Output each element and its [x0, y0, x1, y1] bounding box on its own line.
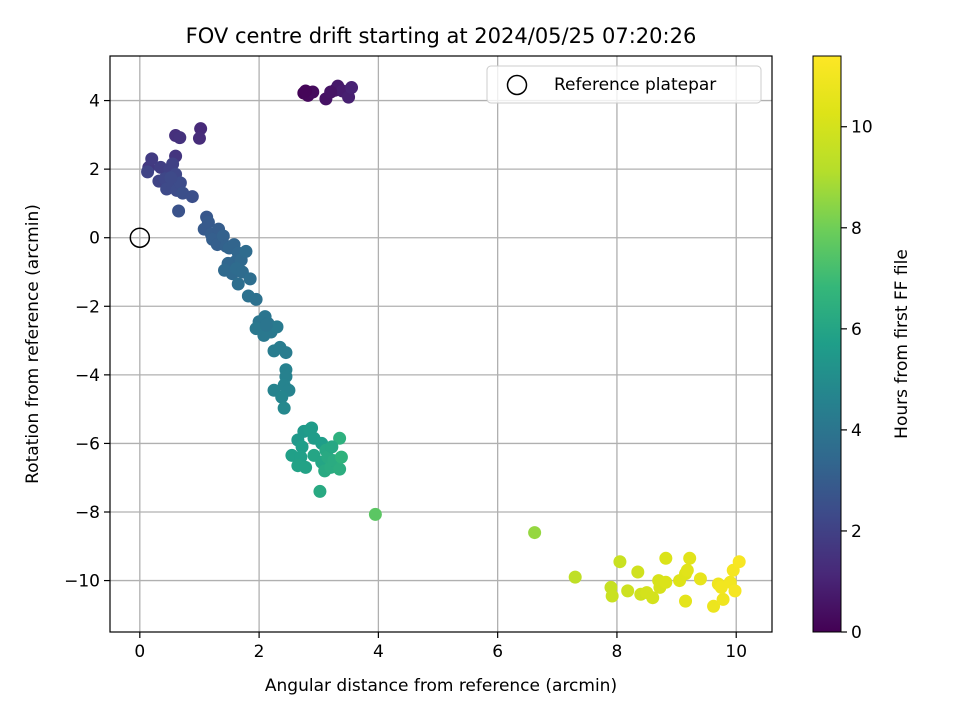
data-point — [333, 462, 347, 476]
data-point — [368, 507, 382, 521]
colorbar-tick-label: 8 — [851, 219, 862, 239]
data-point — [164, 171, 178, 185]
data-point — [568, 570, 582, 584]
plot-frame — [109, 55, 773, 633]
data-point — [313, 484, 327, 498]
data-point — [145, 152, 159, 166]
y-tick-label: 0 — [89, 229, 100, 249]
data-point — [173, 176, 187, 190]
data-point — [173, 131, 187, 145]
data-point — [613, 555, 627, 569]
data-point — [680, 563, 694, 577]
data-point — [707, 599, 721, 613]
data-point — [714, 580, 728, 594]
legend-box — [486, 65, 762, 104]
y-tick-label: −2 — [75, 297, 100, 317]
data-point — [192, 131, 206, 145]
colorbar-label: Hours from first FF file — [892, 249, 912, 439]
data-point — [257, 328, 271, 342]
colorbar-tick-label: 6 — [851, 320, 862, 340]
colorbar-gradient — [812, 55, 842, 633]
reference-platepar-marker — [129, 227, 151, 248]
y-tick-label: 4 — [89, 92, 100, 112]
data-point — [631, 565, 645, 579]
data-point — [659, 551, 673, 565]
data-point — [141, 165, 155, 179]
data-point — [333, 431, 347, 445]
data-point — [732, 555, 746, 569]
data-point — [279, 346, 293, 360]
data-point — [194, 122, 208, 136]
x-tick-label: 2 — [254, 642, 265, 662]
data-point — [324, 85, 338, 99]
data-point — [270, 320, 284, 334]
x-tick-label: 10 — [725, 642, 747, 662]
colorbar: 0 2 4 6 8 10 Hours from first FF file — [812, 55, 912, 643]
legend-marker — [506, 74, 528, 96]
data-point — [659, 575, 673, 589]
data-point — [185, 190, 199, 204]
data-point — [166, 157, 180, 171]
y-tick-label: −6 — [75, 434, 100, 454]
x-tick-label: 0 — [134, 642, 145, 662]
data-point — [334, 450, 348, 464]
data-point — [683, 551, 697, 565]
data-point — [201, 215, 215, 229]
colorbar-ticks: 0 2 4 6 8 10 — [841, 118, 873, 643]
data-point — [305, 421, 319, 435]
data-point — [716, 592, 730, 606]
data-point — [275, 390, 289, 404]
legend: Reference platepar — [486, 65, 762, 104]
y-tick-label: −4 — [75, 366, 100, 386]
y-tick-label: −8 — [75, 503, 100, 523]
x-tick-label: 6 — [492, 642, 503, 662]
data-point — [345, 81, 359, 95]
data-point — [295, 440, 309, 454]
x-tick-label: 4 — [373, 642, 384, 662]
colorbar-tick-label: 0 — [851, 623, 862, 643]
reference-marker-group — [129, 227, 151, 248]
y-tick-label: 2 — [89, 160, 100, 180]
data-point — [216, 229, 230, 243]
legend-label: Reference platepar — [554, 75, 716, 95]
colorbar-tick-label: 10 — [851, 118, 873, 138]
data-point — [243, 272, 257, 286]
data-point — [679, 594, 693, 608]
data-point — [172, 204, 186, 218]
data-point — [299, 84, 313, 98]
y-tick-label: −10 — [64, 572, 100, 592]
y-ticks: −10 −8 −6 −4 −2 0 2 4 — [64, 92, 110, 592]
colorbar-tick-label: 4 — [851, 421, 862, 441]
data-point — [299, 460, 313, 474]
data-point — [231, 277, 245, 291]
grid-lines — [110, 56, 772, 632]
data-point — [325, 440, 339, 454]
y-axis-label: Rotation from reference (arcmin) — [23, 204, 43, 484]
data-point — [693, 572, 707, 586]
data-point — [239, 244, 253, 258]
x-axis-label: Angular distance from reference (arcmin) — [265, 676, 617, 696]
data-point — [646, 591, 660, 605]
chart-title: FOV centre drift starting at 2024/05/25 … — [186, 24, 697, 48]
data-point — [277, 401, 291, 415]
data-point — [249, 292, 263, 306]
data-point — [621, 584, 635, 598]
data-point — [605, 589, 619, 603]
data-points — [141, 79, 746, 613]
data-point — [728, 584, 742, 598]
data-point — [259, 318, 273, 332]
x-tick-label: 8 — [612, 642, 623, 662]
x-ticks: 0 2 4 6 8 10 — [134, 632, 747, 662]
colorbar-tick-label: 2 — [851, 522, 862, 542]
data-point — [528, 526, 542, 540]
